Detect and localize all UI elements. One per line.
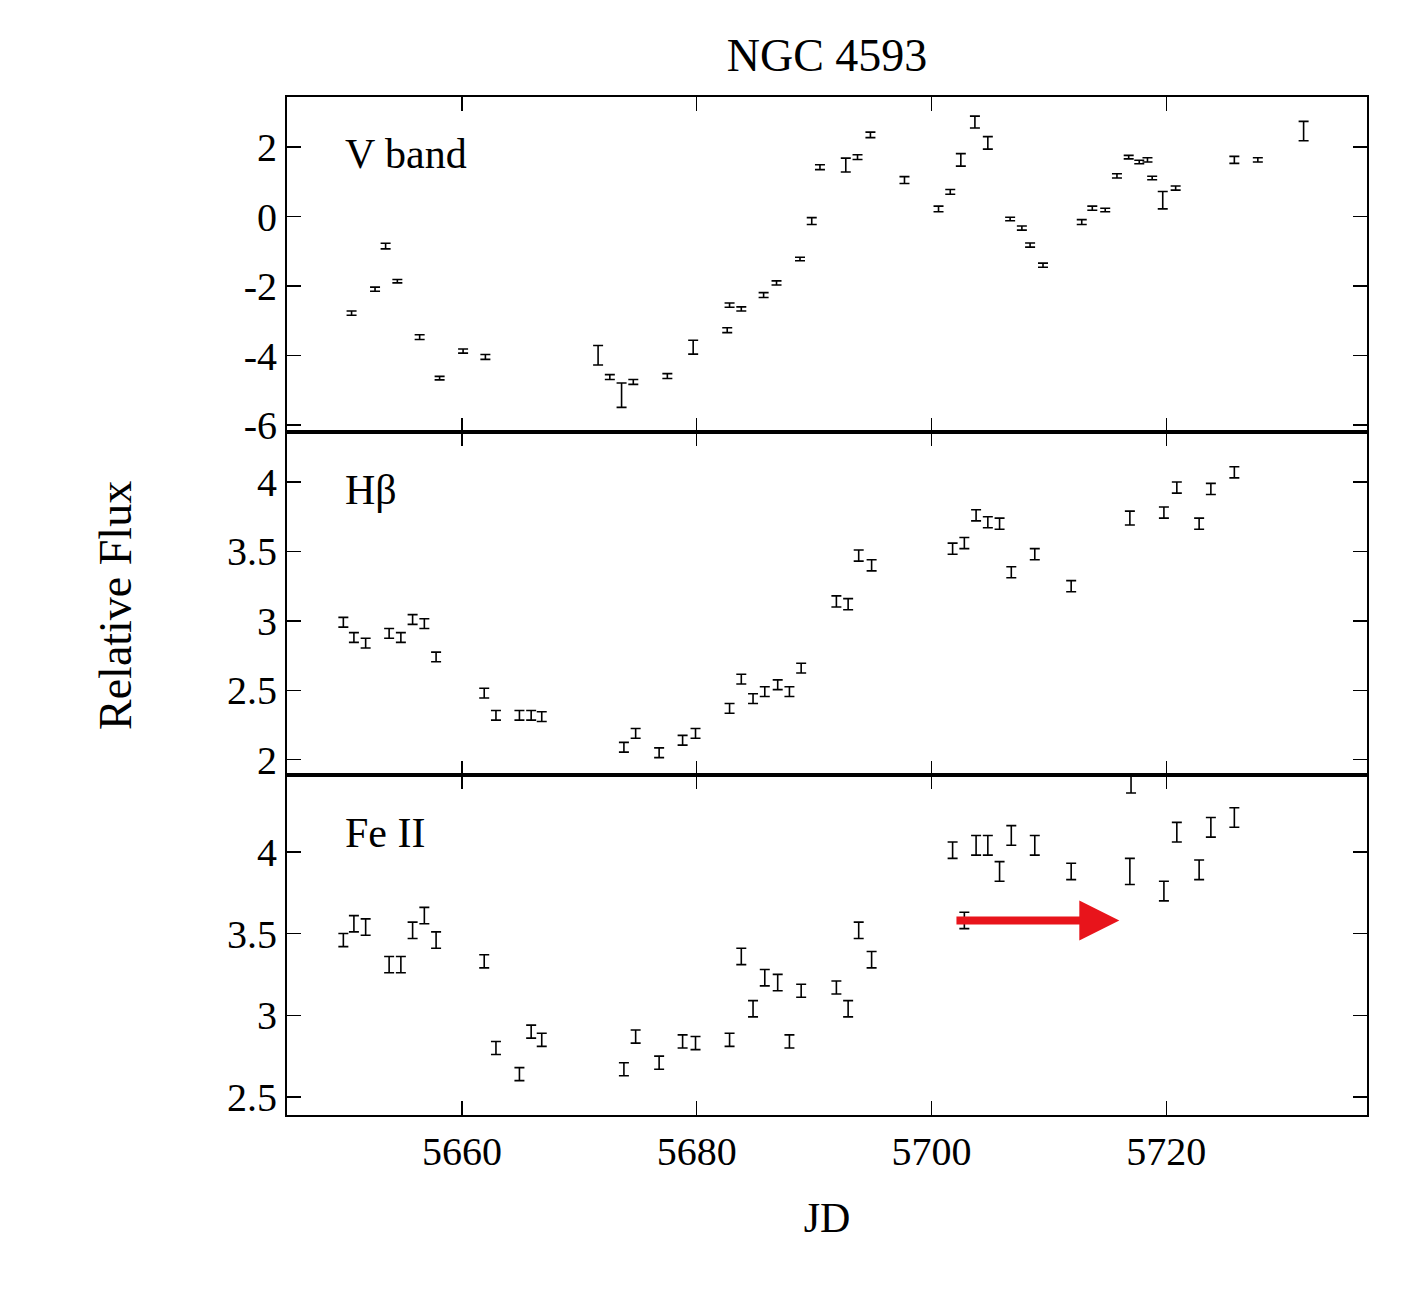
svg-text:-2: -2 (244, 264, 277, 309)
svg-text:V band: V band (345, 131, 467, 177)
svg-text:-4: -4 (244, 334, 277, 379)
svg-text:JD: JD (804, 1195, 851, 1241)
svg-text:2: 2 (257, 125, 277, 170)
svg-text:Hβ: Hβ (345, 467, 397, 513)
svg-text:Fe II: Fe II (345, 810, 425, 856)
svg-text:-6: -6 (244, 403, 277, 448)
svg-text:3.5: 3.5 (227, 912, 277, 957)
svg-text:4: 4 (257, 830, 277, 875)
svg-text:4: 4 (257, 460, 277, 505)
svg-text:5720: 5720 (1126, 1129, 1206, 1174)
svg-text:3.5: 3.5 (227, 529, 277, 574)
svg-text:0: 0 (257, 195, 277, 240)
svg-text:5680: 5680 (657, 1129, 737, 1174)
svg-text:NGC 4593: NGC 4593 (727, 30, 928, 81)
svg-text:3: 3 (257, 599, 277, 644)
svg-text:2: 2 (257, 738, 277, 783)
svg-text:3: 3 (257, 993, 277, 1038)
svg-text:2.5: 2.5 (227, 668, 277, 713)
svg-text:5660: 5660 (422, 1129, 502, 1174)
svg-text:5700: 5700 (891, 1129, 971, 1174)
svg-text:Relative Flux: Relative Flux (90, 481, 141, 730)
svg-text:2.5: 2.5 (227, 1075, 277, 1120)
